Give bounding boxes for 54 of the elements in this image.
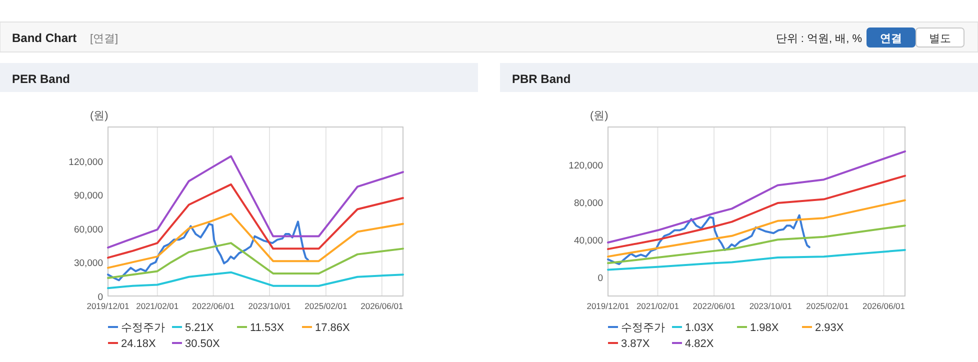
line-series <box>107 271 404 290</box>
x-tick-label: 2022/06/01 <box>692 301 736 311</box>
x-tick-label: 2021/02/01 <box>136 301 179 311</box>
legend-label: 2.93X <box>815 322 844 334</box>
x-tick-label: 2025/02/01 <box>304 301 348 311</box>
y-tick-label: 40,000 <box>574 236 603 247</box>
y-tick-label: 120,000 <box>568 160 603 172</box>
line-series <box>107 242 404 279</box>
line-series <box>607 214 810 266</box>
y-tick-label: 60,000 <box>74 224 103 236</box>
x-tick-label: 2021/02/01 <box>636 301 680 311</box>
x-tick-label: 2022/06/01 <box>192 301 235 311</box>
legend-label: 4.82X <box>685 338 714 350</box>
text: 별도 <box>929 33 951 45</box>
line-series <box>107 212 404 269</box>
line-series <box>107 183 404 259</box>
x-tick-label: 2026/06/01 <box>360 301 404 311</box>
text: Band Chart <box>12 31 77 45</box>
legend-label: 1.98X <box>750 322 780 334</box>
x-tick-label: 2026/06/01 <box>862 301 906 311</box>
line-series <box>107 220 310 282</box>
legend-label: 5.21X <box>185 322 214 334</box>
y-axis-title: (원) <box>590 110 608 122</box>
x-tick-label: 2019/12/01 <box>586 301 630 311</box>
legend-label: 30.50X <box>185 338 221 350</box>
line-series <box>607 224 906 264</box>
line-series <box>607 150 906 244</box>
chart-title: PER Band <box>12 72 70 86</box>
legend-label: 수정주가 <box>121 322 165 334</box>
y-tick-label: 0 <box>98 292 103 303</box>
x-tick-label: 2025/02/01 <box>806 301 849 311</box>
line-series <box>607 174 906 250</box>
x-tick-label: 2023/10/01 <box>749 301 792 311</box>
x-tick-label: 2019/12/01 <box>86 301 130 311</box>
chart-title: PBR Band <box>512 72 571 86</box>
text: 연결 <box>880 33 902 45</box>
text: [연결] <box>90 33 118 45</box>
y-axis-title: (원) <box>90 110 108 122</box>
legend-label: 24.18X <box>121 338 157 350</box>
legend-label: 17.86X <box>315 322 351 334</box>
x-tick-label: 2023/10/01 <box>248 301 292 311</box>
y-tick-label: 80,000 <box>574 198 603 210</box>
legend-label: 11.53X <box>250 322 285 334</box>
y-tick-label: 120,000 <box>68 156 103 168</box>
legend-label: 3.87X <box>621 338 650 350</box>
text: 단위 : 억원, 배, % <box>776 33 862 45</box>
y-tick-label: 0 <box>598 273 603 284</box>
y-tick-label: 90,000 <box>74 190 103 202</box>
line-series <box>107 155 404 249</box>
line-series <box>607 199 906 258</box>
y-tick-label: 30,000 <box>74 258 103 270</box>
line-series <box>607 248 906 271</box>
legend-label: 수정주가 <box>621 322 665 334</box>
legend-label: 1.03X <box>685 322 714 334</box>
